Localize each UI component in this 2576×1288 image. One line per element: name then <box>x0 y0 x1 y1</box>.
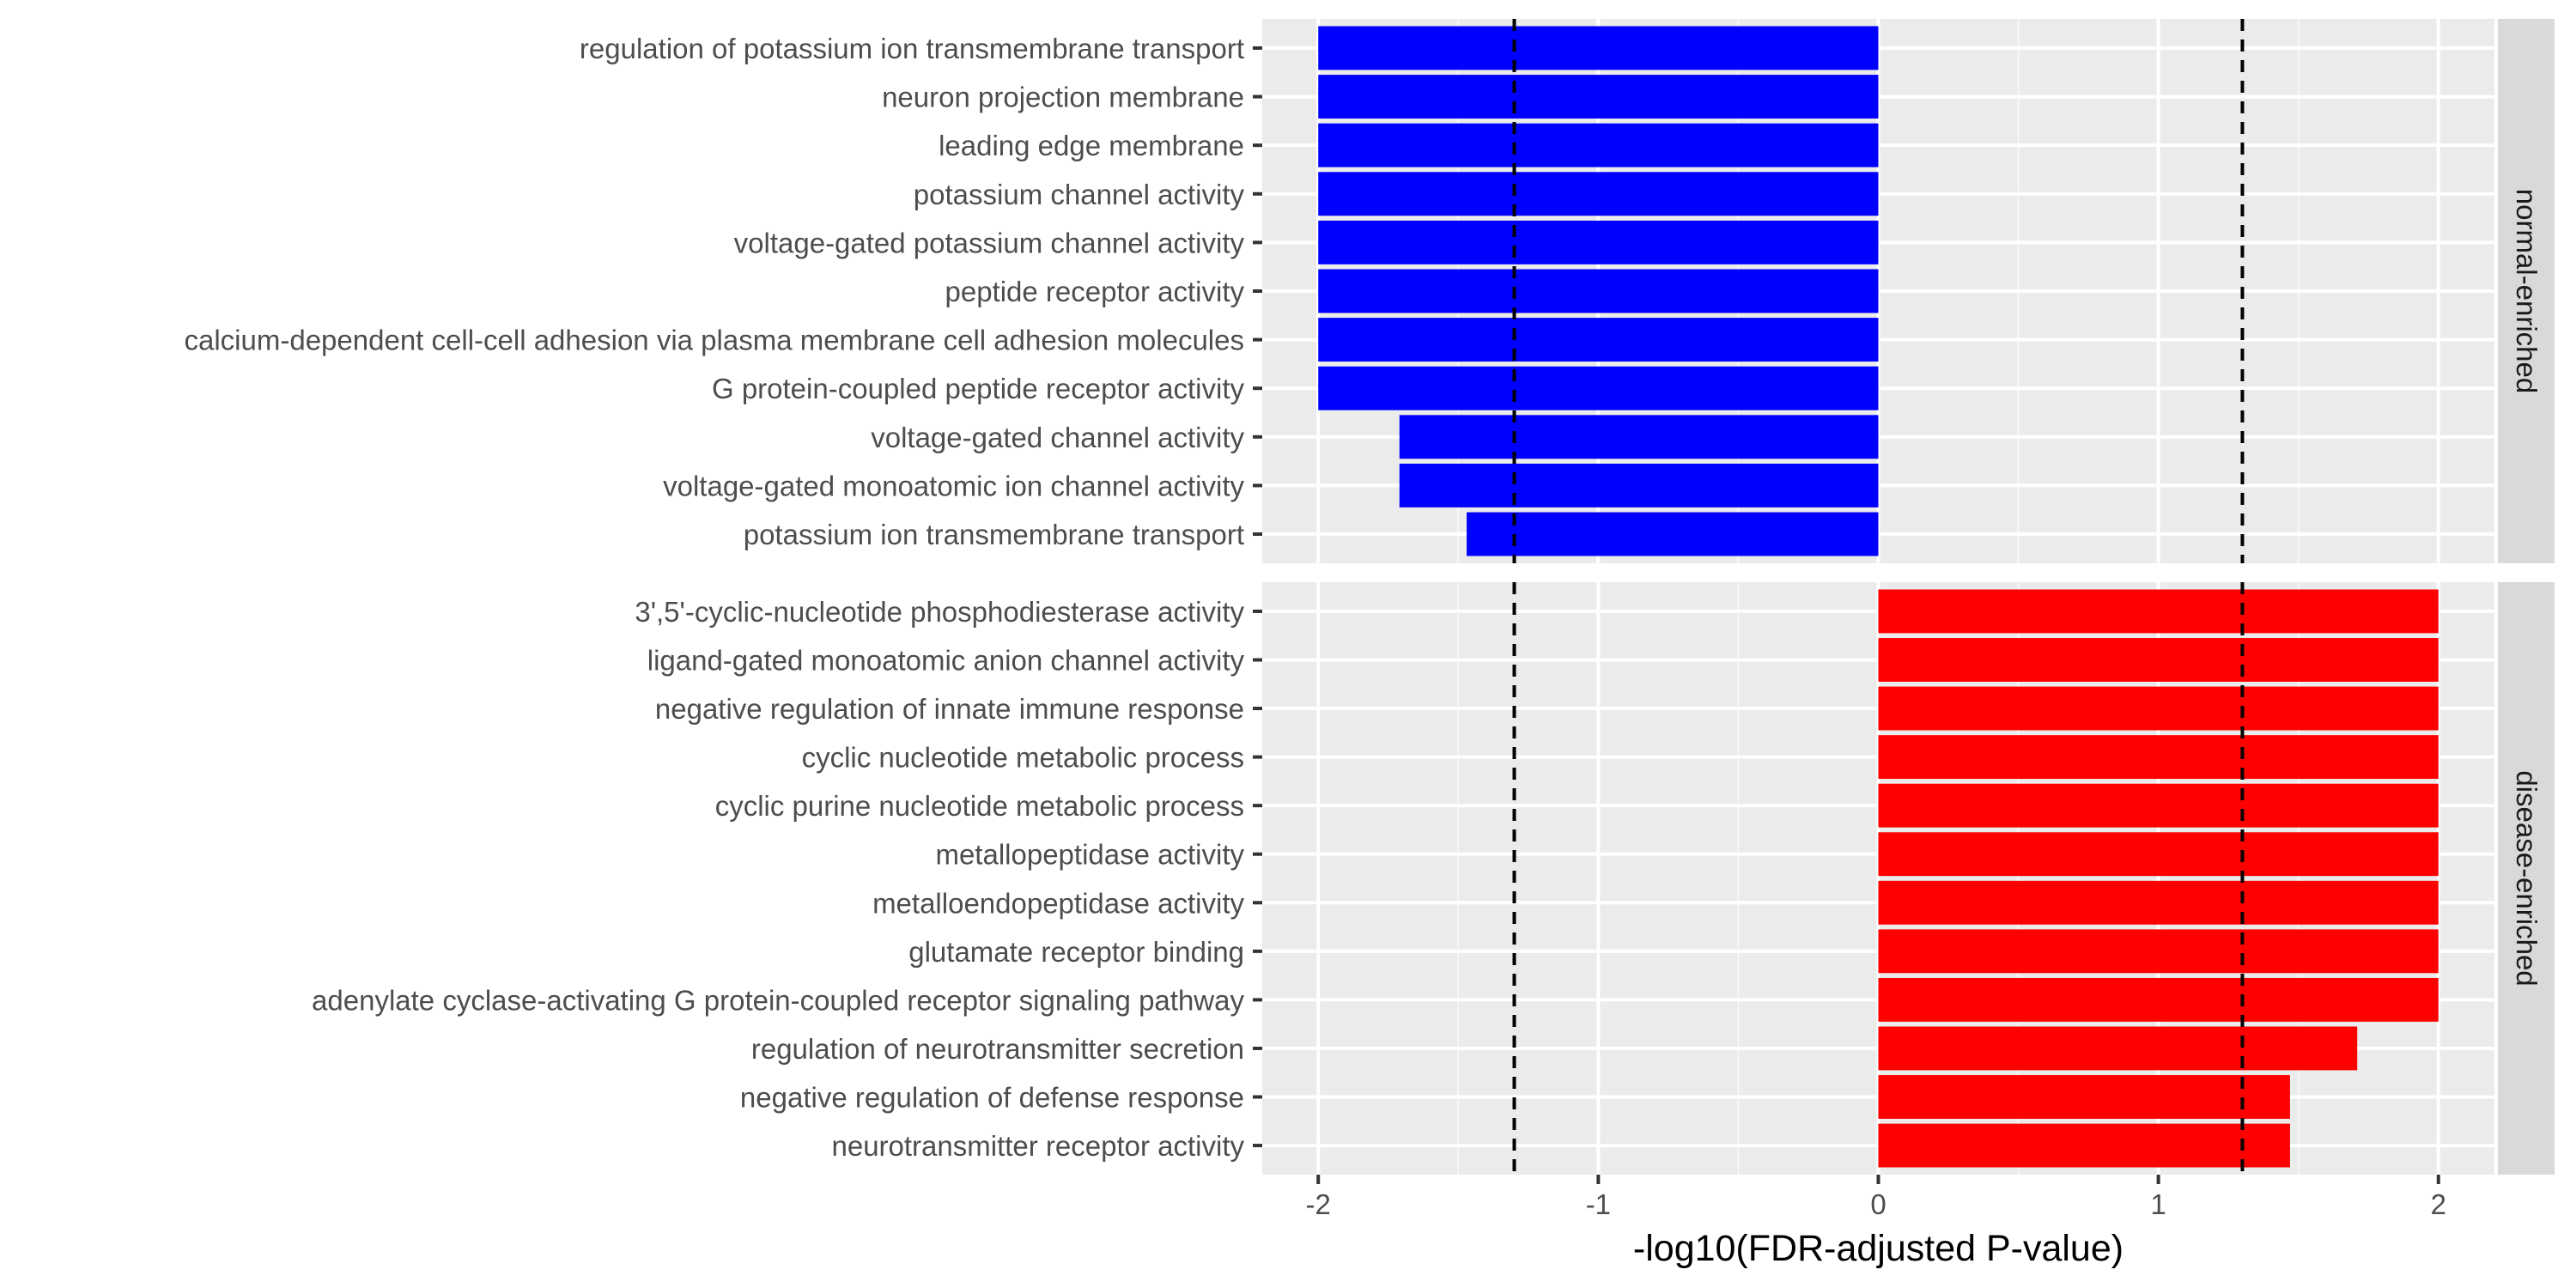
y-tick-label: regulation of neurotransmitter secretion <box>751 1033 1244 1065</box>
y-tick-label: cyclic nucleotide metabolic process <box>802 742 1244 774</box>
y-tick-label: voltage-gated potassium channel activity <box>734 227 1245 258</box>
y-tick-label: ligand-gated monoatomic anion channel ac… <box>647 644 1245 676</box>
y-tick-label: voltage-gated monoatomic ion channel act… <box>663 470 1244 501</box>
bar <box>1318 318 1879 362</box>
bar <box>1467 512 1879 556</box>
y-tick-label: adenylate cyclase-activating G protein-c… <box>312 984 1244 1016</box>
strip-background <box>2498 582 2555 1175</box>
bar <box>1878 832 2439 877</box>
y-tick-label: negative regulation of defense response <box>740 1082 1244 1114</box>
bar <box>1878 589 2439 634</box>
y-tick-label: neuron projection membrane <box>882 82 1244 113</box>
y-tick-label: G protein-coupled peptide receptor activ… <box>712 373 1245 404</box>
bar <box>1878 929 2439 974</box>
x-axis-title: -log10(FDR-adjusted P-value) <box>1633 1228 2123 1269</box>
y-tick-label: leading edge membrane <box>939 130 1244 161</box>
x-tick-label: -1 <box>1586 1188 1611 1220</box>
x-tick-label: 2 <box>2431 1188 2446 1220</box>
x-axis: -2 -1 0 1 2 <box>1306 1175 2446 1220</box>
y-tick-label: peptide receptor activity <box>945 276 1244 307</box>
bar <box>1878 977 2439 1022</box>
y-tick-label: metalloendopeptidase activity <box>872 887 1244 919</box>
bar <box>1318 269 1879 313</box>
bar <box>1878 686 2439 731</box>
y-tick-label: cyclic purine nucleotide metabolic proce… <box>715 790 1244 822</box>
y-tick-label: voltage-gated channel activity <box>871 422 1244 453</box>
bar <box>1318 75 1879 119</box>
panel-disease-enriched: 3',5'-cyclic-nucleotide phosphodiesteras… <box>312 582 2555 1175</box>
bar <box>1878 1075 2290 1119</box>
y-tick-label: negative regulation of innate immune res… <box>655 693 1244 725</box>
x-tick-label: 0 <box>1870 1188 1886 1220</box>
bar <box>1318 123 1879 167</box>
x-tick-label: -2 <box>1306 1188 1331 1220</box>
bar <box>1878 880 2439 925</box>
y-tick-label: potassium ion transmembrane transport <box>744 519 1244 550</box>
bar <box>1318 366 1879 410</box>
y-tick-label: metallopeptidase activity <box>935 839 1244 871</box>
strip-label: disease-enriched <box>2511 770 2543 986</box>
y-tick-label: glutamate receptor binding <box>908 936 1244 968</box>
bar <box>1399 415 1879 459</box>
y-tick-label: 3',5'-cyclic-nucleotide phosphodiesteras… <box>635 596 1244 628</box>
bar <box>1399 463 1879 507</box>
strip-label: normal-enriched <box>2511 189 2543 393</box>
y-tick-label: calcium-dependent cell-cell adhesion via… <box>185 325 1245 356</box>
bar <box>1878 735 2439 780</box>
y-tick-label: neurotransmitter receptor activity <box>831 1130 1244 1162</box>
y-tick-label: potassium channel activity <box>914 179 1245 210</box>
bar <box>1318 220 1879 264</box>
bar <box>1878 1026 2358 1071</box>
panels: regulation of potassium ion transmembran… <box>185 19 2555 1175</box>
bar <box>1878 638 2439 682</box>
bar <box>1318 26 1879 70</box>
y-tick-label: regulation of potassium ion transmembran… <box>580 33 1244 64</box>
strip-background <box>2498 19 2555 563</box>
bar <box>1318 172 1879 216</box>
bar <box>1878 1123 2290 1168</box>
x-tick-label: 1 <box>2150 1188 2166 1220</box>
panel-normal-enriched: regulation of potassium ion transmembran… <box>185 19 2555 563</box>
bar <box>1878 783 2439 828</box>
